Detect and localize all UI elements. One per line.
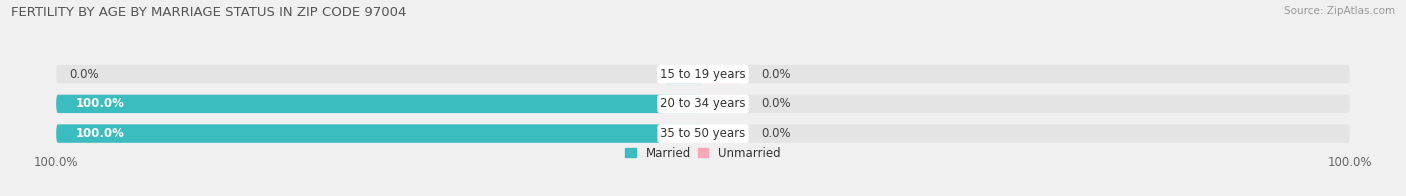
FancyBboxPatch shape [56,95,1350,113]
FancyBboxPatch shape [703,124,742,143]
Text: 100.0%: 100.0% [76,97,125,110]
FancyBboxPatch shape [703,65,742,83]
Text: 15 to 19 years: 15 to 19 years [661,68,745,81]
FancyBboxPatch shape [703,95,742,113]
FancyBboxPatch shape [56,65,1350,83]
Text: 20 to 34 years: 20 to 34 years [661,97,745,110]
Text: 0.0%: 0.0% [69,68,98,81]
Text: 0.0%: 0.0% [761,68,790,81]
Text: Source: ZipAtlas.com: Source: ZipAtlas.com [1284,6,1395,16]
FancyBboxPatch shape [664,65,703,83]
Text: 100.0%: 100.0% [76,127,125,140]
Text: 0.0%: 0.0% [761,127,790,140]
Text: 0.0%: 0.0% [761,97,790,110]
Legend: Married, Unmarried: Married, Unmarried [620,142,786,165]
FancyBboxPatch shape [56,124,703,143]
Text: 35 to 50 years: 35 to 50 years [661,127,745,140]
FancyBboxPatch shape [56,124,1350,143]
FancyBboxPatch shape [56,95,703,113]
Text: FERTILITY BY AGE BY MARRIAGE STATUS IN ZIP CODE 97004: FERTILITY BY AGE BY MARRIAGE STATUS IN Z… [11,6,406,19]
